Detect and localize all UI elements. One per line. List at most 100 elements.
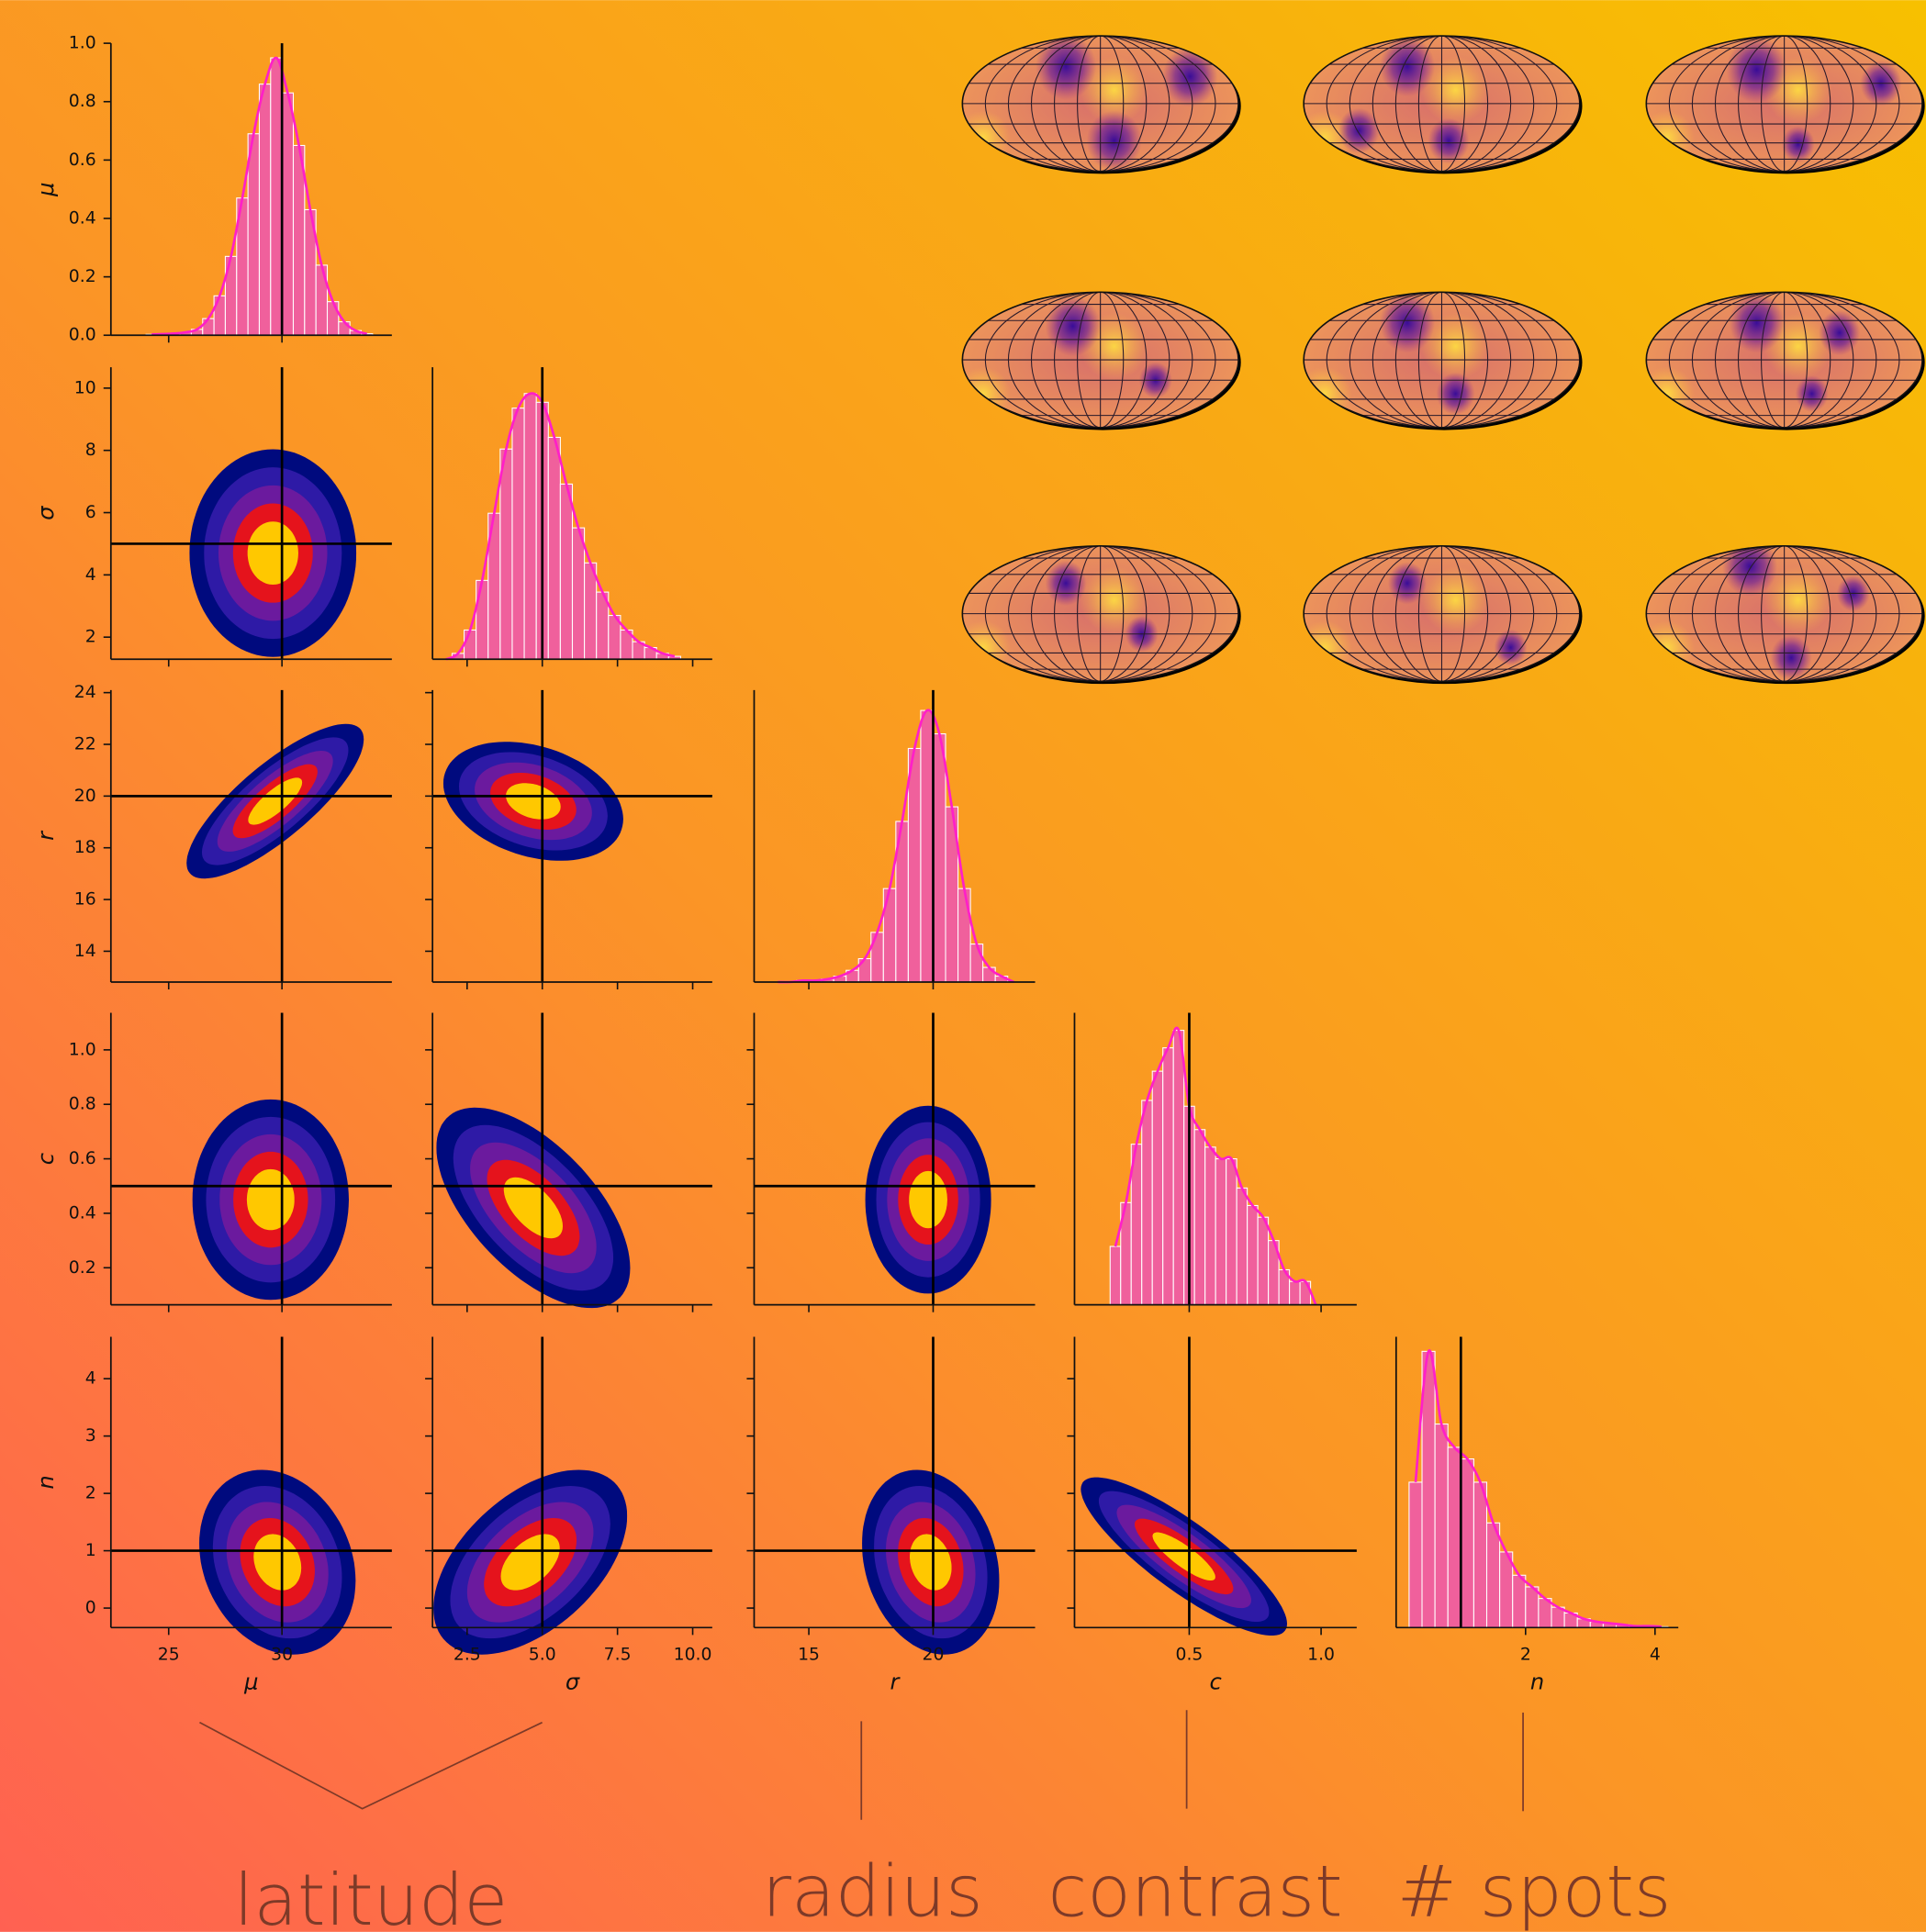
y-axis-label: σ [33, 506, 59, 520]
maps [956, 33, 1925, 684]
x-axis-label: σ [565, 1670, 580, 1695]
y-tick-label: 6 [85, 503, 96, 522]
x-axis-label: c [1210, 1670, 1222, 1695]
y-tick-label: 3 [85, 1426, 96, 1446]
contour-panel [189, 450, 356, 657]
annotation: radius [762, 1850, 983, 1932]
y-tick-label: 4 [85, 1369, 96, 1389]
y-tick-label: 1.0 [69, 34, 96, 53]
hist-bar [585, 563, 597, 659]
x-tick-label: 2 [1520, 1645, 1531, 1664]
y-tick-label: 10 [74, 378, 96, 397]
hist-bar [970, 944, 983, 982]
y-tick-label: 14 [74, 942, 96, 961]
hist-bar [871, 932, 884, 982]
hist-bar [1487, 1523, 1500, 1627]
hist-bar [1205, 1147, 1215, 1305]
hist-bar [271, 58, 282, 335]
contour-level [909, 1171, 947, 1228]
hist-bar [512, 408, 524, 660]
y-tick-label: 0.0 [69, 326, 96, 345]
hist-bar [1435, 1424, 1448, 1628]
annotation: latitude [234, 1859, 509, 1932]
x-tick-label: 30 [271, 1645, 293, 1664]
annotation: contrast [1047, 1850, 1342, 1932]
hist-bar [1473, 1482, 1486, 1627]
map-spot [1796, 375, 1829, 412]
map-spot [1819, 310, 1860, 356]
hist-bar [921, 710, 934, 982]
y-tick-label: 20 [74, 787, 96, 806]
map-spot [1495, 630, 1528, 666]
page: {"chart_data": {"type": "corner", "param… [0, 0, 1926, 1932]
y-tick-label: 0.8 [69, 1095, 96, 1114]
annotation: # spots [1397, 1850, 1672, 1932]
x-tick-label: 1.0 [1307, 1645, 1335, 1664]
hist-bar [560, 484, 572, 659]
x-tick-label: 10.0 [674, 1645, 712, 1664]
y-axis-label: r [33, 830, 59, 841]
contour-level [247, 1169, 295, 1230]
map-highlight [1421, 566, 1490, 634]
y-tick-label: 0.6 [69, 151, 96, 170]
y-axis-label: c [33, 1153, 59, 1165]
y-tick-label: 18 [74, 838, 96, 857]
hist-bar [1248, 1205, 1258, 1304]
y-tick-label: 0 [85, 1599, 96, 1618]
hist-bar [548, 437, 560, 659]
hist-bar [500, 449, 512, 659]
y-tick-label: 1 [85, 1541, 96, 1560]
x-axis-label: n [1530, 1670, 1544, 1695]
hist-bar [908, 748, 921, 981]
hist-bar [1300, 1281, 1310, 1304]
hist-bar [248, 134, 259, 336]
y-tick-label: 16 [74, 890, 96, 910]
hist-bar [259, 84, 270, 336]
hist-bar [1173, 1031, 1183, 1305]
hist-bar [328, 302, 339, 336]
y-tick-label: 8 [85, 441, 96, 460]
hist-bar [1110, 1246, 1120, 1305]
hist-bar [339, 322, 350, 336]
hist-bar [1237, 1188, 1247, 1304]
map-spot [1036, 33, 1096, 100]
hist-bar [1226, 1159, 1237, 1305]
y-axis-label: n [33, 1475, 59, 1489]
hist-bar [1152, 1071, 1162, 1304]
y-tick-label: 4 [85, 565, 96, 585]
y-tick-label: 0.2 [69, 1258, 96, 1278]
x-axis-label: μ [243, 1670, 258, 1695]
y-tick-label: 2 [85, 628, 96, 647]
y-tick-label: 2 [85, 1484, 96, 1503]
hist-bar [1513, 1575, 1526, 1627]
x-tick-label: 25 [158, 1645, 180, 1664]
y-tick-label: 24 [74, 683, 96, 702]
y-tick-label: 1.0 [69, 1040, 96, 1059]
hist-bar [1142, 1100, 1152, 1305]
hist-bar [933, 734, 946, 982]
y-tick-label: 0.8 [69, 92, 96, 111]
hist-bar [282, 93, 293, 335]
hist-bar [1258, 1217, 1268, 1304]
hist-bar [476, 580, 488, 659]
x-tick-label: 15 [798, 1645, 820, 1664]
y-axis-label: μ [33, 182, 59, 196]
hist-bar [524, 394, 536, 659]
hist-bar [1448, 1447, 1461, 1627]
y-tick-label: 0.4 [69, 1203, 96, 1223]
hist-bar [465, 630, 476, 659]
hist-bar [983, 967, 996, 982]
hist-bar [214, 296, 225, 335]
x-tick-label: 5.0 [529, 1645, 556, 1664]
contour-panel [866, 1106, 991, 1294]
y-tick-label: 0.6 [69, 1149, 96, 1168]
contour-panel [193, 1100, 349, 1300]
x-tick-label: 20 [923, 1645, 945, 1664]
x-tick-label: 2.5 [454, 1645, 481, 1664]
map-spot [1087, 110, 1142, 171]
hist-bar [1215, 1159, 1226, 1305]
hist-bar [1163, 1048, 1173, 1305]
hist-bar [203, 318, 214, 335]
map-spot [1046, 561, 1087, 607]
hist-bar [1290, 1281, 1300, 1304]
